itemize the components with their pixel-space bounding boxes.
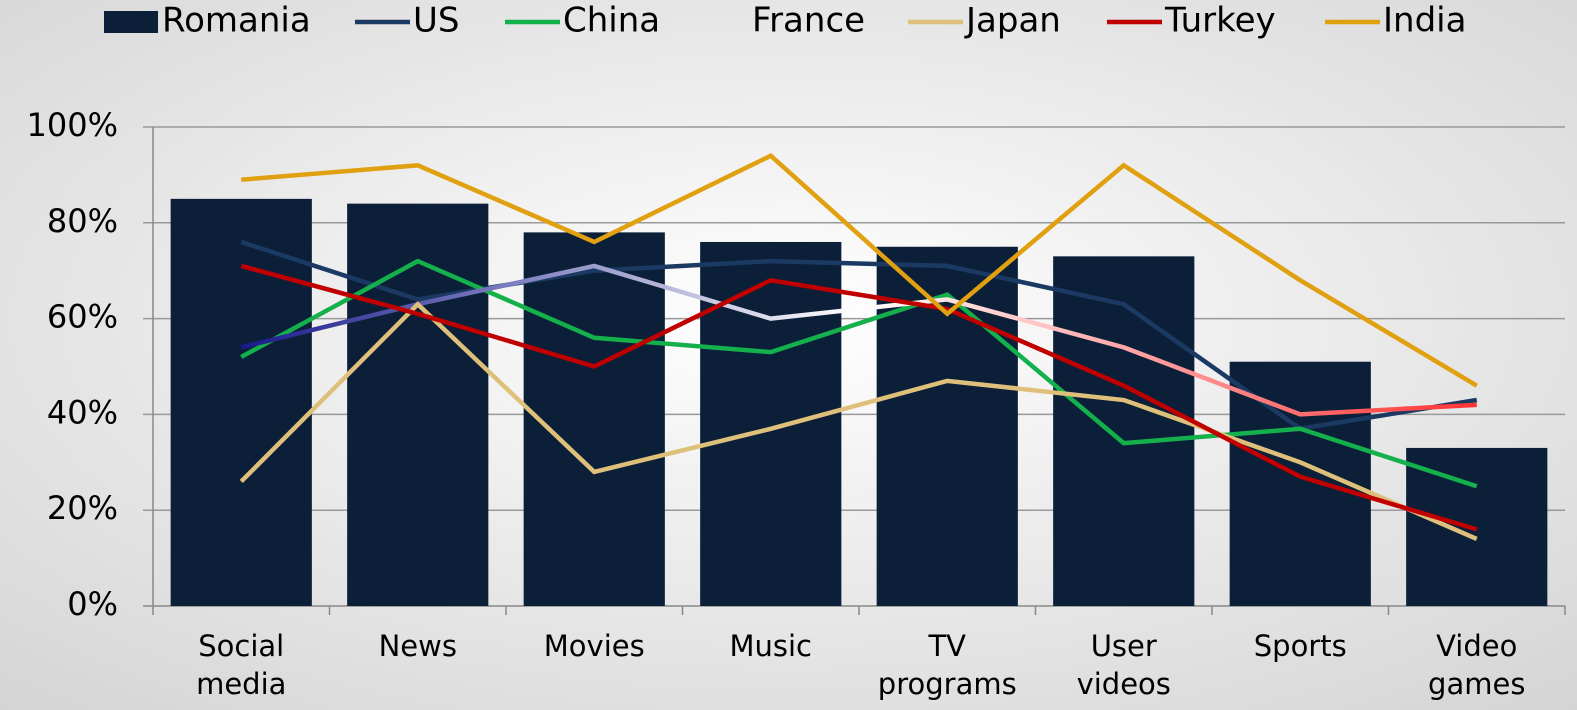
x-tick-label: User videos <box>1077 629 1171 701</box>
legend-swatch <box>104 11 158 33</box>
line-series <box>241 153 1478 388</box>
line-series <box>240 258 1478 489</box>
x-tick-label: Movies <box>544 629 645 663</box>
y-tick-label: 80% <box>47 202 118 240</box>
bar <box>1406 447 1548 606</box>
x-tick-label: Sports <box>1254 629 1347 663</box>
y-tick-label: 0% <box>67 585 118 623</box>
y-tick-label: 20% <box>47 489 118 527</box>
legend-label: China <box>563 1 660 41</box>
line-series <box>240 263 1477 417</box>
y-tick-label: 60% <box>47 298 118 336</box>
x-tick-label: Social media <box>196 629 286 701</box>
line-series <box>239 301 1478 542</box>
x-tick-label: Video games <box>1428 629 1525 701</box>
y-tick-label: 40% <box>47 393 118 431</box>
bar <box>700 241 842 606</box>
legend-label: India <box>1383 1 1466 41</box>
legend-label: Japan <box>964 1 1061 41</box>
legend-label: Romania <box>162 1 311 41</box>
bar <box>347 203 489 606</box>
line-series <box>240 239 1478 432</box>
x-tick-label: News <box>379 629 457 663</box>
bar <box>523 232 665 606</box>
y-tick-label: 100% <box>27 106 118 144</box>
bar <box>1053 256 1195 606</box>
line-series <box>240 263 1478 532</box>
legend-label: France <box>752 1 865 41</box>
legend-label: Turkey <box>1164 1 1276 41</box>
x-tick-label: Music <box>729 629 812 663</box>
legend-label: US <box>413 1 459 41</box>
x-tick-label: TV programs <box>878 629 1017 701</box>
